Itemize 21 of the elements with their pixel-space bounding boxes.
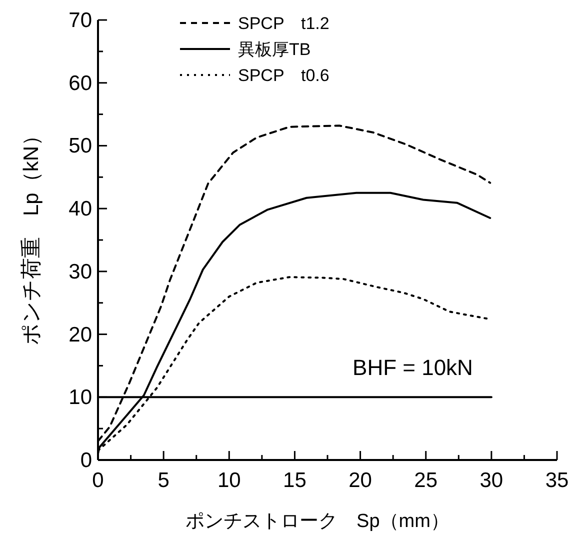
legend-label: 異板厚TB [238, 40, 311, 59]
x-tick-label: 5 [158, 469, 170, 492]
y-tick-label: 70 [68, 9, 92, 32]
y-tick-label: 60 [68, 72, 92, 95]
y-tick-label: 30 [68, 260, 92, 284]
annotation: BHF = 10kN [352, 355, 473, 380]
legend-label: SPCP t0.6 [238, 66, 330, 85]
legend-label: SPCP t1.2 [238, 14, 330, 33]
x-axis-title: ポンチストローク Sp（mm） [186, 511, 450, 532]
y-tick-label: 20 [68, 323, 92, 346]
y-tick-label: 10 [68, 386, 92, 410]
x-tick-label: 25 [414, 469, 438, 492]
x-tick-label: 30 [480, 469, 504, 492]
y-tick-label: 50 [68, 134, 92, 158]
x-tick-label: 15 [283, 469, 306, 492]
y-tick-label: 0 [80, 449, 92, 472]
y-axis-title: ポンチ荷重 Lp（kN） [20, 124, 43, 346]
x-tick-label: 10 [217, 469, 241, 492]
y-tick-label: 40 [68, 198, 92, 221]
x-tick-label: 35 [545, 469, 569, 492]
x-tick-label: 20 [348, 469, 372, 492]
